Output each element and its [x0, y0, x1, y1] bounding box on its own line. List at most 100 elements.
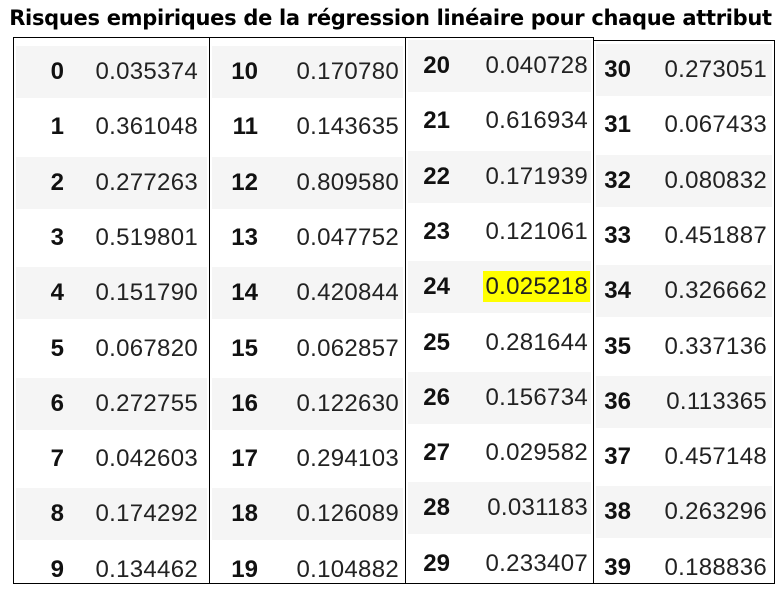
table-row: 8 0.174292	[16, 488, 207, 541]
table-row: 10 0.170780	[212, 46, 403, 98]
table-row: 32 0.080832	[596, 154, 772, 207]
risk-value: 0.122630	[296, 389, 399, 417]
table-row: 12 0.809580	[212, 156, 403, 209]
risk-value: 0.143635	[296, 113, 399, 141]
risk-value-cell: 0.170780	[258, 58, 399, 86]
risk-value: 0.294103	[296, 445, 399, 473]
table-row: 19 0.104882	[212, 544, 403, 596]
attribute-index: 24	[423, 273, 450, 301]
attribute-index: 20	[423, 52, 450, 79]
table-row: 4 0.151790	[16, 267, 207, 320]
table-row: 33 0.451887	[596, 210, 772, 262]
risk-value-cell: 0.337136	[631, 333, 767, 361]
table-row: 26 0.156734	[408, 371, 591, 424]
attribute-index: 39	[604, 553, 631, 581]
risk-value-cell: 0.080832	[631, 167, 767, 195]
risk-value-cell: 0.457148	[631, 443, 767, 471]
risk-value: 0.326662	[664, 277, 767, 305]
risk-value: 0.519801	[95, 223, 198, 251]
risk-value-cell: 0.420844	[258, 279, 399, 307]
attribute-index: 38	[604, 498, 631, 526]
attribute-index: 21	[423, 107, 450, 135]
risk-value: 0.361048	[95, 113, 198, 141]
risk-value-cell: 0.156734	[450, 384, 588, 412]
attribute-index: 19	[231, 555, 258, 583]
risk-value-cell: 0.035374	[64, 58, 198, 86]
risk-value: 0.272755	[95, 389, 198, 417]
risk-value-cell: 0.361048	[64, 113, 198, 141]
risk-value-cell: 0.188836	[631, 554, 767, 582]
risk-value: 0.126089	[296, 500, 399, 528]
table-row: 30 0.273051	[596, 44, 772, 96]
attribute-index: 29	[423, 549, 450, 577]
attribute-index: 11	[232, 113, 258, 141]
attribute-index: 27	[423, 439, 450, 467]
attribute-index: 9	[50, 555, 64, 583]
table-panel-1: 0 0.035374 1 0.361048 2 0.277263 3 0.519801 4 0.1…	[13, 37, 210, 584]
risk-value-cell: 0.519801	[64, 224, 198, 252]
risk-value-cell: 0.277263	[64, 169, 198, 197]
risk-value: 0.337136	[664, 332, 767, 360]
attribute-index: 4	[50, 279, 64, 307]
risk-value-cell: 0.171939	[450, 163, 588, 191]
attribute-index: 10	[231, 58, 258, 85]
table-row: 13 0.047752	[212, 212, 403, 264]
risk-value-cell: 0.294103	[258, 445, 399, 473]
risk-value-cell: 0.809580	[258, 169, 399, 197]
risk-value: 0.067433	[664, 111, 767, 139]
risk-value: 0.151790	[95, 279, 198, 307]
attribute-index: 6	[50, 389, 64, 417]
risk-value: 0.171939	[485, 162, 588, 190]
attribute-index: 17	[231, 445, 258, 473]
risk-value-cell: 0.042603	[64, 445, 198, 473]
risk-value: 0.616934	[485, 107, 588, 135]
attribute-index: 32	[604, 166, 631, 194]
attribute-index: 36	[604, 387, 631, 415]
risk-value: 0.029582	[485, 439, 588, 467]
attribute-index: 23	[423, 217, 450, 245]
risk-value: 0.031183	[487, 494, 588, 522]
attribute-index: 25	[423, 328, 450, 356]
risk-value: 0.233407	[485, 549, 588, 577]
attribute-index: 8	[50, 500, 64, 528]
risk-value: 0.134462	[95, 555, 198, 583]
risk-value-cell: 0.067433	[631, 111, 767, 139]
risk-value-cell: 0.272755	[64, 390, 198, 418]
table-panel-3: 20 0.040728 21 0.616934 22 0.171939 23 0.121061…	[405, 37, 594, 584]
risk-value: 0.040728	[485, 52, 588, 79]
table-row: 27 0.029582	[408, 427, 591, 479]
attribute-index: 28	[423, 494, 450, 522]
attribute-index: 26	[423, 383, 450, 411]
risk-value-cell: 0.122630	[258, 390, 399, 418]
table-row: 34 0.326662	[596, 265, 772, 318]
table-row: 24 0.025218	[408, 261, 591, 314]
attribute-index: 15	[231, 334, 258, 362]
risk-value-cell: 0.040728	[450, 52, 588, 80]
table-row: 22 0.171939	[408, 150, 591, 203]
table-row: 25 0.281644	[408, 317, 591, 369]
attribute-index: 35	[604, 332, 631, 360]
table-row: 16 0.122630	[212, 377, 403, 430]
risk-value-cell: 0.143635	[258, 113, 399, 141]
attribute-index: 37	[604, 443, 631, 471]
risk-value: 0.042603	[95, 445, 198, 473]
risk-value-cell: 0.326662	[631, 277, 767, 305]
risk-value: 0.156734	[485, 383, 588, 411]
risk-value-cell: 0.104882	[258, 556, 399, 584]
risk-value: 0.451887	[664, 221, 767, 249]
highlighted-risk-value: 0.025218	[485, 273, 588, 301]
attribute-index: 0	[50, 58, 64, 85]
attribute-index: 12	[231, 168, 258, 196]
attribute-index: 30	[604, 56, 631, 83]
risk-value: 0.170780	[296, 58, 399, 85]
risk-value: 0.104882	[296, 555, 399, 583]
table-row: 11 0.143635	[212, 101, 403, 153]
attribute-index: 14	[231, 279, 258, 307]
risk-value-cell: 0.281644	[450, 329, 588, 357]
risk-value: 0.080832	[664, 166, 767, 194]
risk-value: 0.457148	[664, 443, 767, 471]
risk-value: 0.420844	[296, 279, 399, 307]
risk-value-cell: 0.451887	[631, 222, 767, 250]
risk-value-cell: 0.273051	[631, 56, 767, 84]
risk-value: 0.062857	[296, 334, 399, 362]
